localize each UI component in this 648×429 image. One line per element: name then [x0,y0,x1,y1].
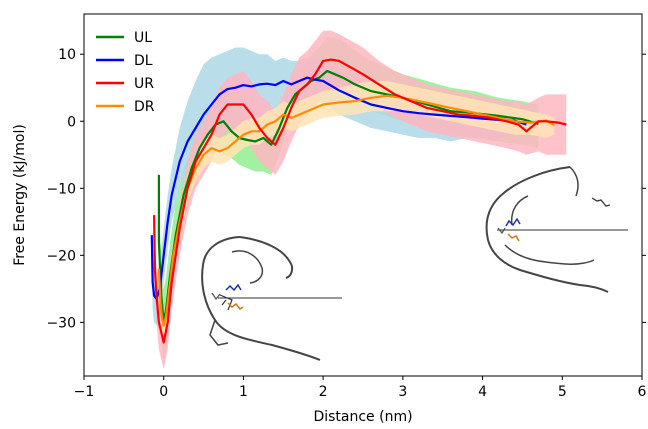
x-tick-label: 1 [239,384,248,400]
y-tick-label: 0 [67,114,76,130]
legend-label-ul: UL [134,30,152,46]
x-tick-label: 0 [159,384,168,400]
series-line-dr [157,94,555,327]
y-axis-ticks: −30 −20 −10 0 10 [46,47,646,331]
y-tick-label: −20 [46,248,76,264]
y-tick-label: −10 [46,181,76,197]
y-axis-label: Free Energy (kJ/mol) [12,124,28,266]
x-axis-ticks: −1 0 1 2 3 4 5 6 [74,376,647,400]
molecule-inset-left [201,236,342,361]
x-axis-label: Distance (nm) [313,409,412,425]
legend-label-dr: DR [134,99,155,115]
plot-frame [83,13,643,377]
legend: UL DL UR DR [96,30,155,115]
x-tick-label: 2 [319,384,328,400]
molecule-inset-right [485,166,628,293]
series-line-dl [150,76,527,300]
x-tick-label: 5 [558,384,567,400]
x-tick-label: 3 [398,384,407,400]
free-energy-lines [150,58,567,344]
legend-label-ur: UR [134,76,154,92]
y-tick-label: −30 [46,315,76,331]
x-tick-label: 6 [638,384,647,400]
series-line-ur [153,58,567,344]
x-tick-label: −1 [74,384,95,400]
legend-label-dl: DL [134,53,153,69]
y-tick-label: 10 [58,47,76,63]
x-tick-label: 4 [478,384,487,400]
